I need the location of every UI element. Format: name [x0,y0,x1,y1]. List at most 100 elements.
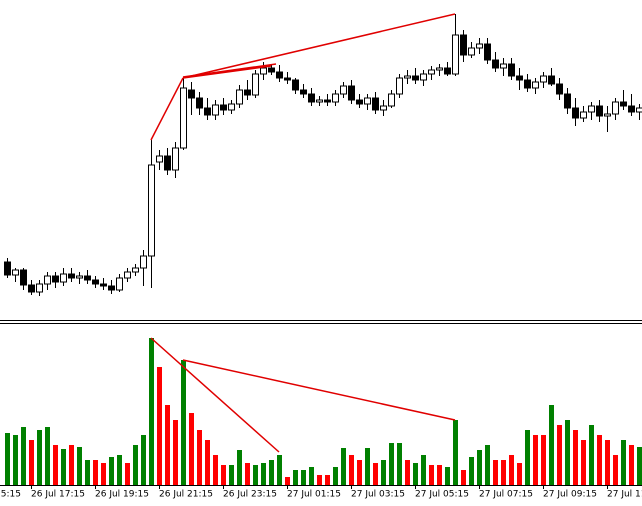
candle-body [476,43,483,49]
volume-bar [509,455,514,485]
volume-bar [461,470,466,485]
candle-body [412,75,419,81]
candle-body [572,107,579,119]
candle-body [428,69,435,75]
volume-bar [173,420,178,485]
volume-bar [517,463,522,485]
candle-body [356,99,363,105]
volume-bar [493,460,498,485]
volume-bar [189,413,194,485]
volume-bar [301,470,306,485]
candle-body [100,283,107,287]
trendline [182,63,277,78]
volume-bar [165,405,170,485]
candle-body [132,267,139,273]
candle-body [196,97,203,109]
volume-bar [197,430,202,485]
volume-bar [125,463,130,485]
candle-body [364,97,371,105]
volume-bar [253,465,258,485]
volume-bar [269,460,274,485]
candle-body [548,75,555,85]
volume-bar [117,455,122,485]
candle-body [508,63,515,77]
candle-body [36,283,43,293]
candle-body [540,75,547,83]
volume-bar [213,455,218,485]
x-tick-label: 26 Jul 15:15 [0,490,21,500]
trendlines [150,13,456,453]
volume-bar [21,427,26,485]
x-tick-label: 27 Jul 01:15 [287,490,341,500]
candle-body [500,63,507,69]
candle-body [212,104,219,116]
candle-body [220,104,227,111]
volume-bar [261,463,266,485]
candle-body [172,147,179,171]
candle-body [28,284,35,293]
volume-bar [453,420,458,485]
volume-bar [413,463,418,485]
volume-bar [421,455,426,485]
volume-bar [397,443,402,485]
volume-bar [229,465,234,485]
volume-bar [157,367,162,485]
candle-body [324,99,331,103]
candle-body [84,275,91,281]
candle-body [252,73,259,96]
volume-bar [365,448,370,485]
volume-bar [13,435,18,485]
volume-bar [429,465,434,485]
volume-bar [357,460,362,485]
volume-bar [325,475,330,485]
candle-body [244,89,251,96]
volume-bar [293,470,298,485]
candle-body [556,83,563,95]
trendline [150,337,280,453]
candle-body [4,261,11,276]
candle-body [332,93,339,103]
trendline [182,359,456,421]
candle-body [588,105,595,113]
candle-body [596,105,603,117]
candle-body [532,81,539,89]
candle-body [372,97,379,111]
volume-bar [277,455,282,485]
candle-body [636,107,642,113]
volume-bar [237,450,242,485]
candle-body [12,269,19,276]
x-tick-label: 27 Jul 11:15 [607,490,642,500]
volume-bar [445,467,450,485]
volume-bar [77,447,82,485]
candle-body [204,107,211,116]
volume-bar [285,477,290,485]
volume-bar [245,463,250,485]
candle-body [564,93,571,109]
candle-body [92,279,99,285]
candle-body [188,89,195,99]
volume-bar [205,440,210,485]
volume-bar [621,440,626,485]
volume-bar [109,457,114,485]
volume-bar [589,425,594,485]
candle-body [268,67,275,73]
volume-bar [485,445,490,485]
trendline [182,13,456,79]
candle-body [164,155,171,171]
volume-bar [581,440,586,485]
candle-body [140,255,147,269]
candle-body [108,285,115,291]
volume-bar [37,430,42,485]
volume-bar [501,460,506,485]
candle-body [612,101,619,115]
trendline [182,65,272,79]
candle-body [460,34,467,56]
x-tick-label: 27 Jul 05:15 [415,490,469,500]
candle-body [68,273,75,279]
volume-bar [605,440,610,485]
x-tick-label: 27 Jul 03:15 [351,490,405,500]
x-tick-label: 27 Jul 07:15 [479,490,533,500]
candle-body [156,155,163,163]
candle-body [348,85,355,101]
candle-body [604,113,611,117]
